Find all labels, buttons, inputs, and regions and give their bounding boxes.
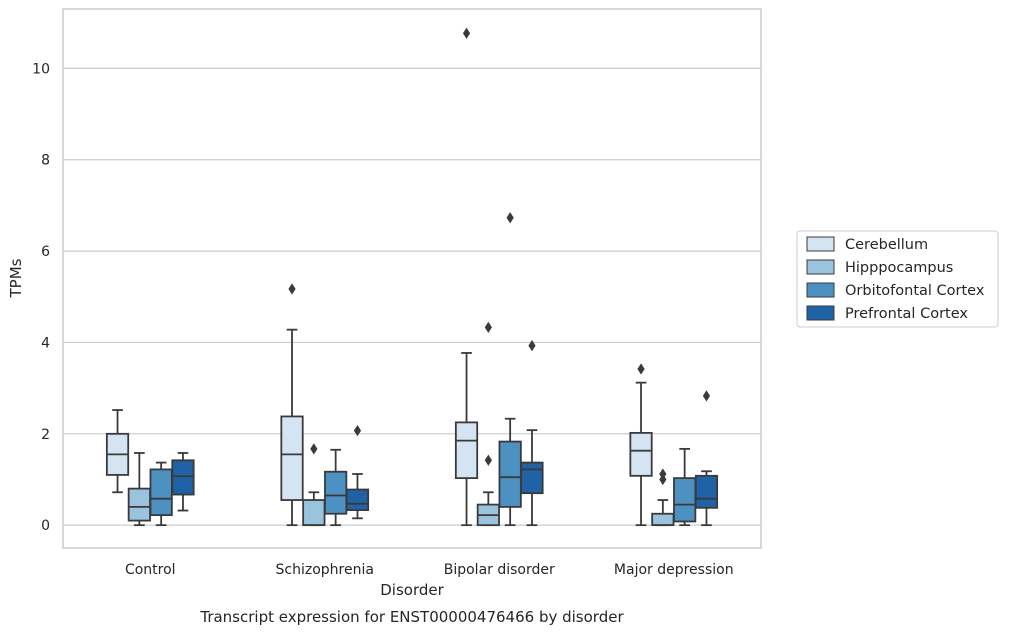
box-1-0 <box>127 452 151 527</box>
legend-label: Prefrontal Cortex <box>845 306 968 322</box>
box-2-1 <box>324 448 348 527</box>
box-0-1 <box>280 283 304 527</box>
outlier-point <box>462 27 471 39</box>
outlier-point <box>484 454 492 466</box>
legend-swatch <box>806 305 835 321</box>
legend-label: Cerebellum <box>845 237 928 253</box>
y-axis-label: TPMs <box>7 258 25 298</box>
y-tick-label: 8 <box>41 153 50 169</box>
box-plots <box>105 27 719 527</box>
box-2-2 <box>498 212 522 527</box>
outlier-point <box>353 424 362 437</box>
legend-frame <box>796 230 999 328</box>
y-tick-label: 4 <box>41 335 50 351</box>
box-2-3 <box>673 447 697 527</box>
outlier-point <box>310 443 318 455</box>
y-tick-label: 0 <box>41 518 50 534</box>
y-tick-label: 6 <box>41 244 50 260</box>
y-tick-labels: 0 2 4 6 8 10 <box>32 61 50 534</box>
outlier-point <box>506 212 514 224</box>
legend-label: Orbitofontal Cortex <box>845 283 985 299</box>
outlier-point <box>637 363 645 375</box>
legend-swatch <box>806 259 835 275</box>
x-tick-label: Schizophrenia <box>276 562 374 578</box>
box-body <box>520 461 544 495</box>
plot-area <box>62 8 762 549</box>
box-body <box>651 512 675 527</box>
box-body <box>302 499 326 527</box>
box-2-0 <box>149 461 173 527</box>
y-tick-label: 10 <box>32 61 50 77</box>
box-body <box>673 477 697 523</box>
y-tick-label: 2 <box>41 427 50 443</box>
box-3-2 <box>520 340 544 527</box>
box-1-2 <box>476 321 500 527</box>
box-body <box>149 468 173 517</box>
box-0-3 <box>629 363 653 527</box>
x-tick-label: Bipolar disorder <box>444 562 555 578</box>
outlier-point <box>484 321 492 334</box>
chart-title: Transcript expression for ENST0000047646… <box>199 608 624 626</box>
outlier-point <box>659 468 667 480</box>
box-0-2 <box>454 27 479 527</box>
box-3-3 <box>694 390 719 527</box>
legend-items: Cerebellum Hipppocampus Orbitofontal Corte… <box>806 236 985 322</box>
box-body <box>280 415 304 501</box>
x-tick-label: Control <box>125 562 176 578</box>
box-3-1 <box>345 424 370 520</box>
outlier-point <box>528 340 536 352</box>
box-body <box>171 459 195 496</box>
box-body <box>498 440 522 508</box>
legend: Cerebellum Hipppocampus Orbitofontal Corte… <box>796 230 999 328</box>
legend-swatch <box>806 236 835 252</box>
outlier-point <box>702 390 711 402</box>
outlier-point <box>288 283 296 295</box>
box-body <box>345 488 370 511</box>
box-body <box>454 421 479 480</box>
x-axis-label: Disorder <box>380 581 444 599</box>
box-body <box>629 431 653 477</box>
box-body <box>694 474 719 509</box>
box-body <box>324 470 348 515</box>
box-3-0 <box>171 452 195 512</box>
x-tick-label: Major depression <box>614 562 734 578</box>
box-body <box>127 487 151 522</box>
legend-label: Hipppocampus <box>845 260 953 276</box>
x-tick-labels: Control Schizophrenia Bipolar disorder Majo… <box>125 562 734 578</box>
box-0-0 <box>105 409 130 494</box>
legend-swatch <box>806 282 835 298</box>
